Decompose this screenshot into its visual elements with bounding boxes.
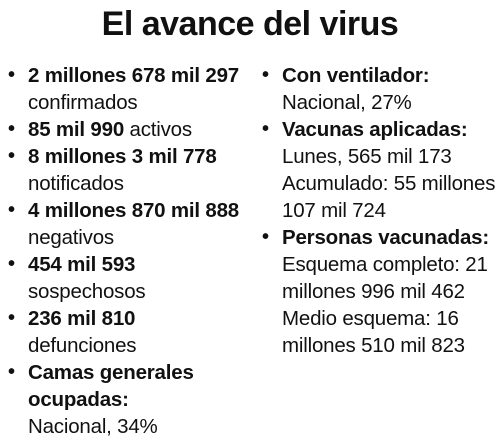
negativos-value: 4 millones 870 mil 888 bbox=[28, 199, 239, 222]
bullet-icon: • bbox=[8, 199, 15, 221]
vacunas-aplicadas-heading: Vacunas aplicadas: bbox=[282, 118, 468, 141]
activos-label: activos bbox=[129, 118, 193, 141]
bullet-icon: • bbox=[8, 118, 15, 140]
defunciones-value: 236 mil 810 bbox=[28, 307, 136, 330]
esquema-completo: Esquema completo: 21 millones 996 mil 46… bbox=[282, 253, 488, 303]
list-item-notificados: • 8 millones 3 mil 778 notificados bbox=[4, 143, 252, 197]
bullet-icon: • bbox=[8, 361, 15, 383]
list-item-personas-vacunadas: • Personas vacunadas: Esquema completo: … bbox=[258, 224, 498, 359]
sospechosos-value: 454 mil 593 bbox=[28, 253, 136, 276]
notificados-label: notificados bbox=[28, 172, 124, 195]
bullet-icon: • bbox=[262, 64, 269, 86]
bullet-icon: • bbox=[262, 118, 269, 140]
negativos-label: negativos bbox=[28, 226, 114, 249]
vacunas-acumulado: Acumulado: 55 millones 107 mil 724 bbox=[282, 172, 496, 222]
bullet-icon: • bbox=[262, 226, 269, 248]
bullet-icon: • bbox=[8, 64, 15, 86]
list-item-activos: • 85 mil 990 activos bbox=[4, 116, 252, 143]
left-column: • 2 millones 678 mil 297 confirmados • 8… bbox=[4, 62, 252, 440]
list-item-camas-generales: • Camas generales ocupadas: Nacional, 34… bbox=[4, 359, 252, 440]
medio-esquema: Medio esquema: 16 millones 510 mil 823 bbox=[282, 307, 465, 357]
personas-vacunadas-heading: Personas vacunadas: bbox=[282, 226, 489, 249]
defunciones-label: defunciones bbox=[28, 334, 137, 357]
con-ventilador-nacional: Nacional, 27% bbox=[282, 91, 412, 114]
confirmados-label: confirmados bbox=[28, 91, 138, 114]
list-item-defunciones: • 236 mil 810 defunciones bbox=[4, 305, 252, 359]
vacunas-lunes: Lunes, 565 mil 173 bbox=[282, 145, 452, 168]
notificados-value: 8 millones 3 mil 778 bbox=[28, 145, 217, 168]
list-item-confirmados: • 2 millones 678 mil 297 confirmados bbox=[4, 62, 252, 116]
bullet-icon: • bbox=[8, 145, 15, 167]
confirmados-value: 2 millones 678 mil 297 bbox=[28, 64, 239, 87]
list-item-negativos: • 4 millones 870 mil 888 negativos bbox=[4, 197, 252, 251]
sospechosos-label: sospechosos bbox=[28, 280, 146, 303]
bullet-icon: • bbox=[8, 253, 15, 275]
camas-generales-heading: Camas generales ocupadas: bbox=[28, 361, 194, 411]
right-column: • Con ventilador: Nacional, 27% • Vacuna… bbox=[258, 62, 498, 359]
con-ventilador-heading: Con ventilador: bbox=[282, 64, 430, 87]
list-item-vacunas-aplicadas: • Vacunas aplicadas: Lunes, 565 mil 173 … bbox=[258, 116, 498, 224]
page-title: El avance del virus bbox=[101, 5, 399, 43]
camas-generales-nacional: Nacional, 34% bbox=[28, 415, 158, 438]
bullet-icon: • bbox=[8, 307, 15, 329]
activos-value: 85 mil 990 bbox=[28, 118, 125, 141]
list-item-sospechosos: • 454 mil 593 sospechosos bbox=[4, 251, 252, 305]
list-item-con-ventilador: • Con ventilador: Nacional, 27% bbox=[258, 62, 498, 116]
